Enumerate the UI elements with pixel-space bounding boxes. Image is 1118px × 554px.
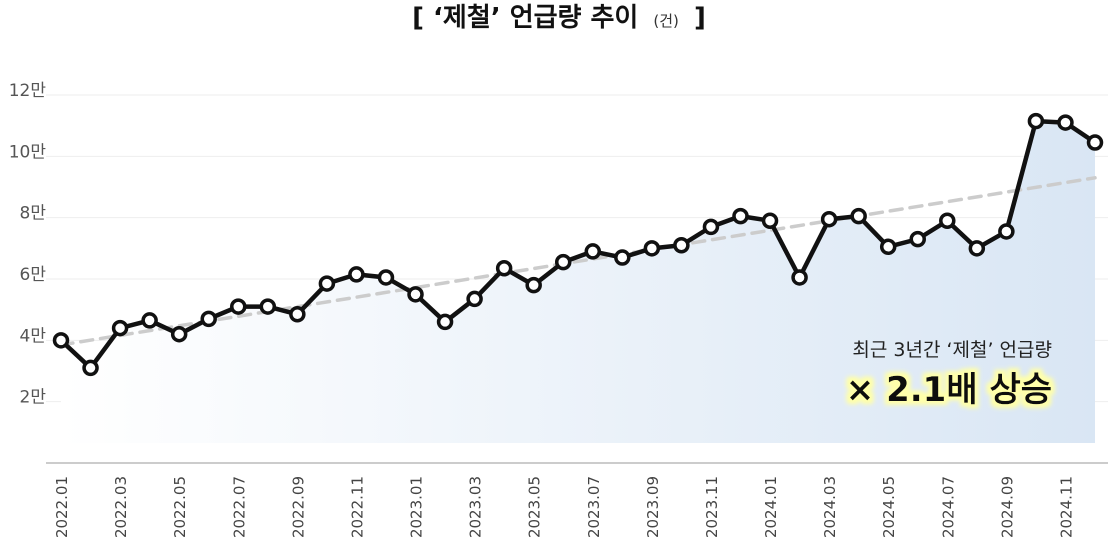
x-axis-ticks: 2022.01 2022.03 2022.05 2022.07 2022.09 2022.… [53,476,1075,538]
annotation-highlight: × 2.1배 상승 [846,370,1052,410]
data-point [525,276,542,294]
y-tick-label: 4만 [20,326,47,346]
data-point [259,298,277,315]
x-tick-label: 2022.07 [230,476,248,538]
data-point [82,359,99,377]
x-tick-label: 2022.11 [348,476,366,538]
x-tick-label: 2023.03 [467,476,485,538]
chart-title-unit: (건) [653,12,679,30]
data-point [318,275,336,292]
x-tick-label: 2022.05 [171,476,189,538]
data-point [791,269,808,286]
chart-title-main: [ ‘제철’ 언급량 추이 [412,3,638,33]
x-tick-label: 2024.03 [821,476,839,538]
data-point [170,325,188,343]
data-point [673,237,690,254]
data-points [52,112,1104,377]
data-point [52,332,70,349]
x-tick-label: 2023.09 [644,476,662,538]
x-tick-label: 2023.11 [703,476,721,538]
data-point [909,230,926,248]
data-point [141,312,158,329]
x-tick-label: 2024.07 [939,476,957,538]
y-tick-label: 8만 [20,204,47,224]
area-fill [61,121,1095,444]
trend-line [59,176,1097,347]
x-tick-label: 2022.09 [289,476,307,538]
y-tick-label: 2만 [20,388,47,408]
y-axis-ticks: 2만 4만 6만 8만 10만 12만 [9,81,47,408]
data-point [436,313,454,331]
data-point [968,240,986,257]
data-point [939,212,956,229]
x-tick-label: 2024.01 [762,476,780,538]
data-point [732,207,749,225]
data-point [761,212,779,229]
data-point [702,218,720,236]
chart-title: [ ‘제철’ 언급량 추이 (건) ] [412,3,706,33]
data-point [495,260,513,277]
data-point [584,243,602,260]
x-tick-label: 2024.05 [880,476,898,538]
x-tick-label: 2024.09 [998,476,1016,538]
data-point [554,253,572,271]
data-point [407,286,424,303]
data-point [1086,134,1104,151]
data-point [820,210,838,228]
y-tick-label: 12만 [9,81,47,101]
data-point [348,266,365,283]
y-tick-label: 6만 [20,265,47,285]
x-tick-label: 2023.07 [585,476,603,538]
x-tick-label: 2022.01 [53,476,71,538]
y-tick-label: 10만 [9,142,47,162]
x-tick-label: 2022.03 [112,476,130,538]
annotation-subtitle: 최근 3년간 ‘제철’ 언급량 [852,339,1052,361]
data-point [111,319,129,337]
data-point [850,207,867,225]
x-tick-label: 2023.01 [408,476,426,538]
x-tick-label: 2023.05 [526,476,544,538]
data-point [1057,114,1074,131]
data-point [998,223,1015,240]
chart-title-close: ] [694,3,706,33]
data-point [230,298,247,315]
data-point [643,240,661,257]
data-point [377,269,395,286]
x-tick-label: 2024.11 [1057,476,1075,538]
data-point [614,249,631,266]
data-point [289,306,306,323]
data-point [200,310,217,328]
data-point [1027,112,1045,130]
data-point [879,238,897,256]
data-point [466,290,483,308]
